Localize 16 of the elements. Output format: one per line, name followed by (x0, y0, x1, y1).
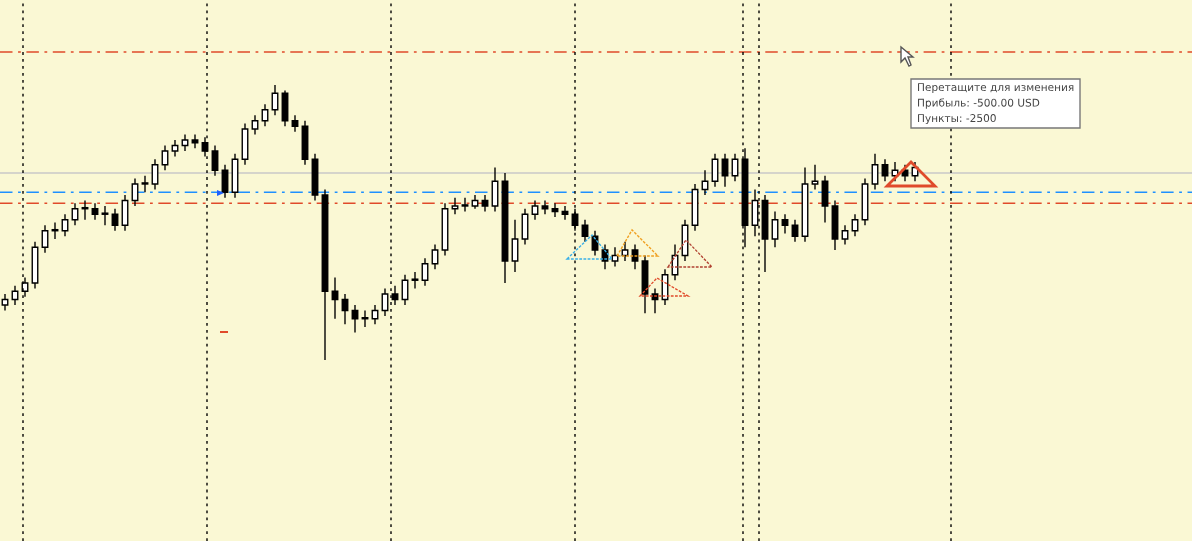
annotation: Перетащите для изменения (918, 83, 1074, 94)
candlestick (781, 213, 789, 235)
candlestick (871, 153, 879, 191)
candlestick (841, 224, 849, 246)
candlestick (511, 219, 519, 273)
candlestick (151, 158, 159, 191)
candlestick (141, 175, 149, 193)
candlestick (211, 144, 219, 177)
candlestick (251, 114, 259, 136)
candlestick (411, 271, 419, 290)
candlestick (101, 205, 109, 226)
candlestick (771, 210, 779, 248)
annotation: Прибыль: -500.00 USD (918, 98, 1040, 109)
candlestick (461, 197, 469, 213)
annotation: Пункты: -2500 (918, 114, 996, 125)
candlestick (531, 199, 539, 221)
